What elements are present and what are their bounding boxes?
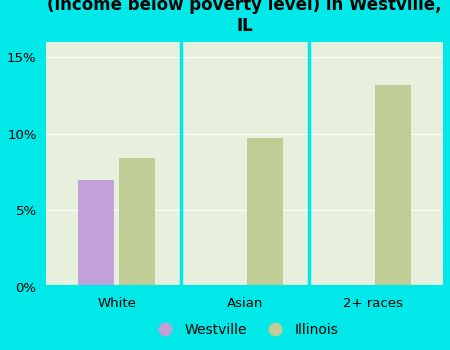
Legend: Westville, Illinois: Westville, Illinois xyxy=(151,323,338,337)
Title: Breakdown of poor residents within races
(income below poverty level) in Westvil: Breakdown of poor residents within races… xyxy=(47,0,442,35)
Bar xyxy=(247,139,283,287)
Bar xyxy=(375,85,411,287)
Bar xyxy=(119,158,155,287)
Bar xyxy=(78,180,114,287)
